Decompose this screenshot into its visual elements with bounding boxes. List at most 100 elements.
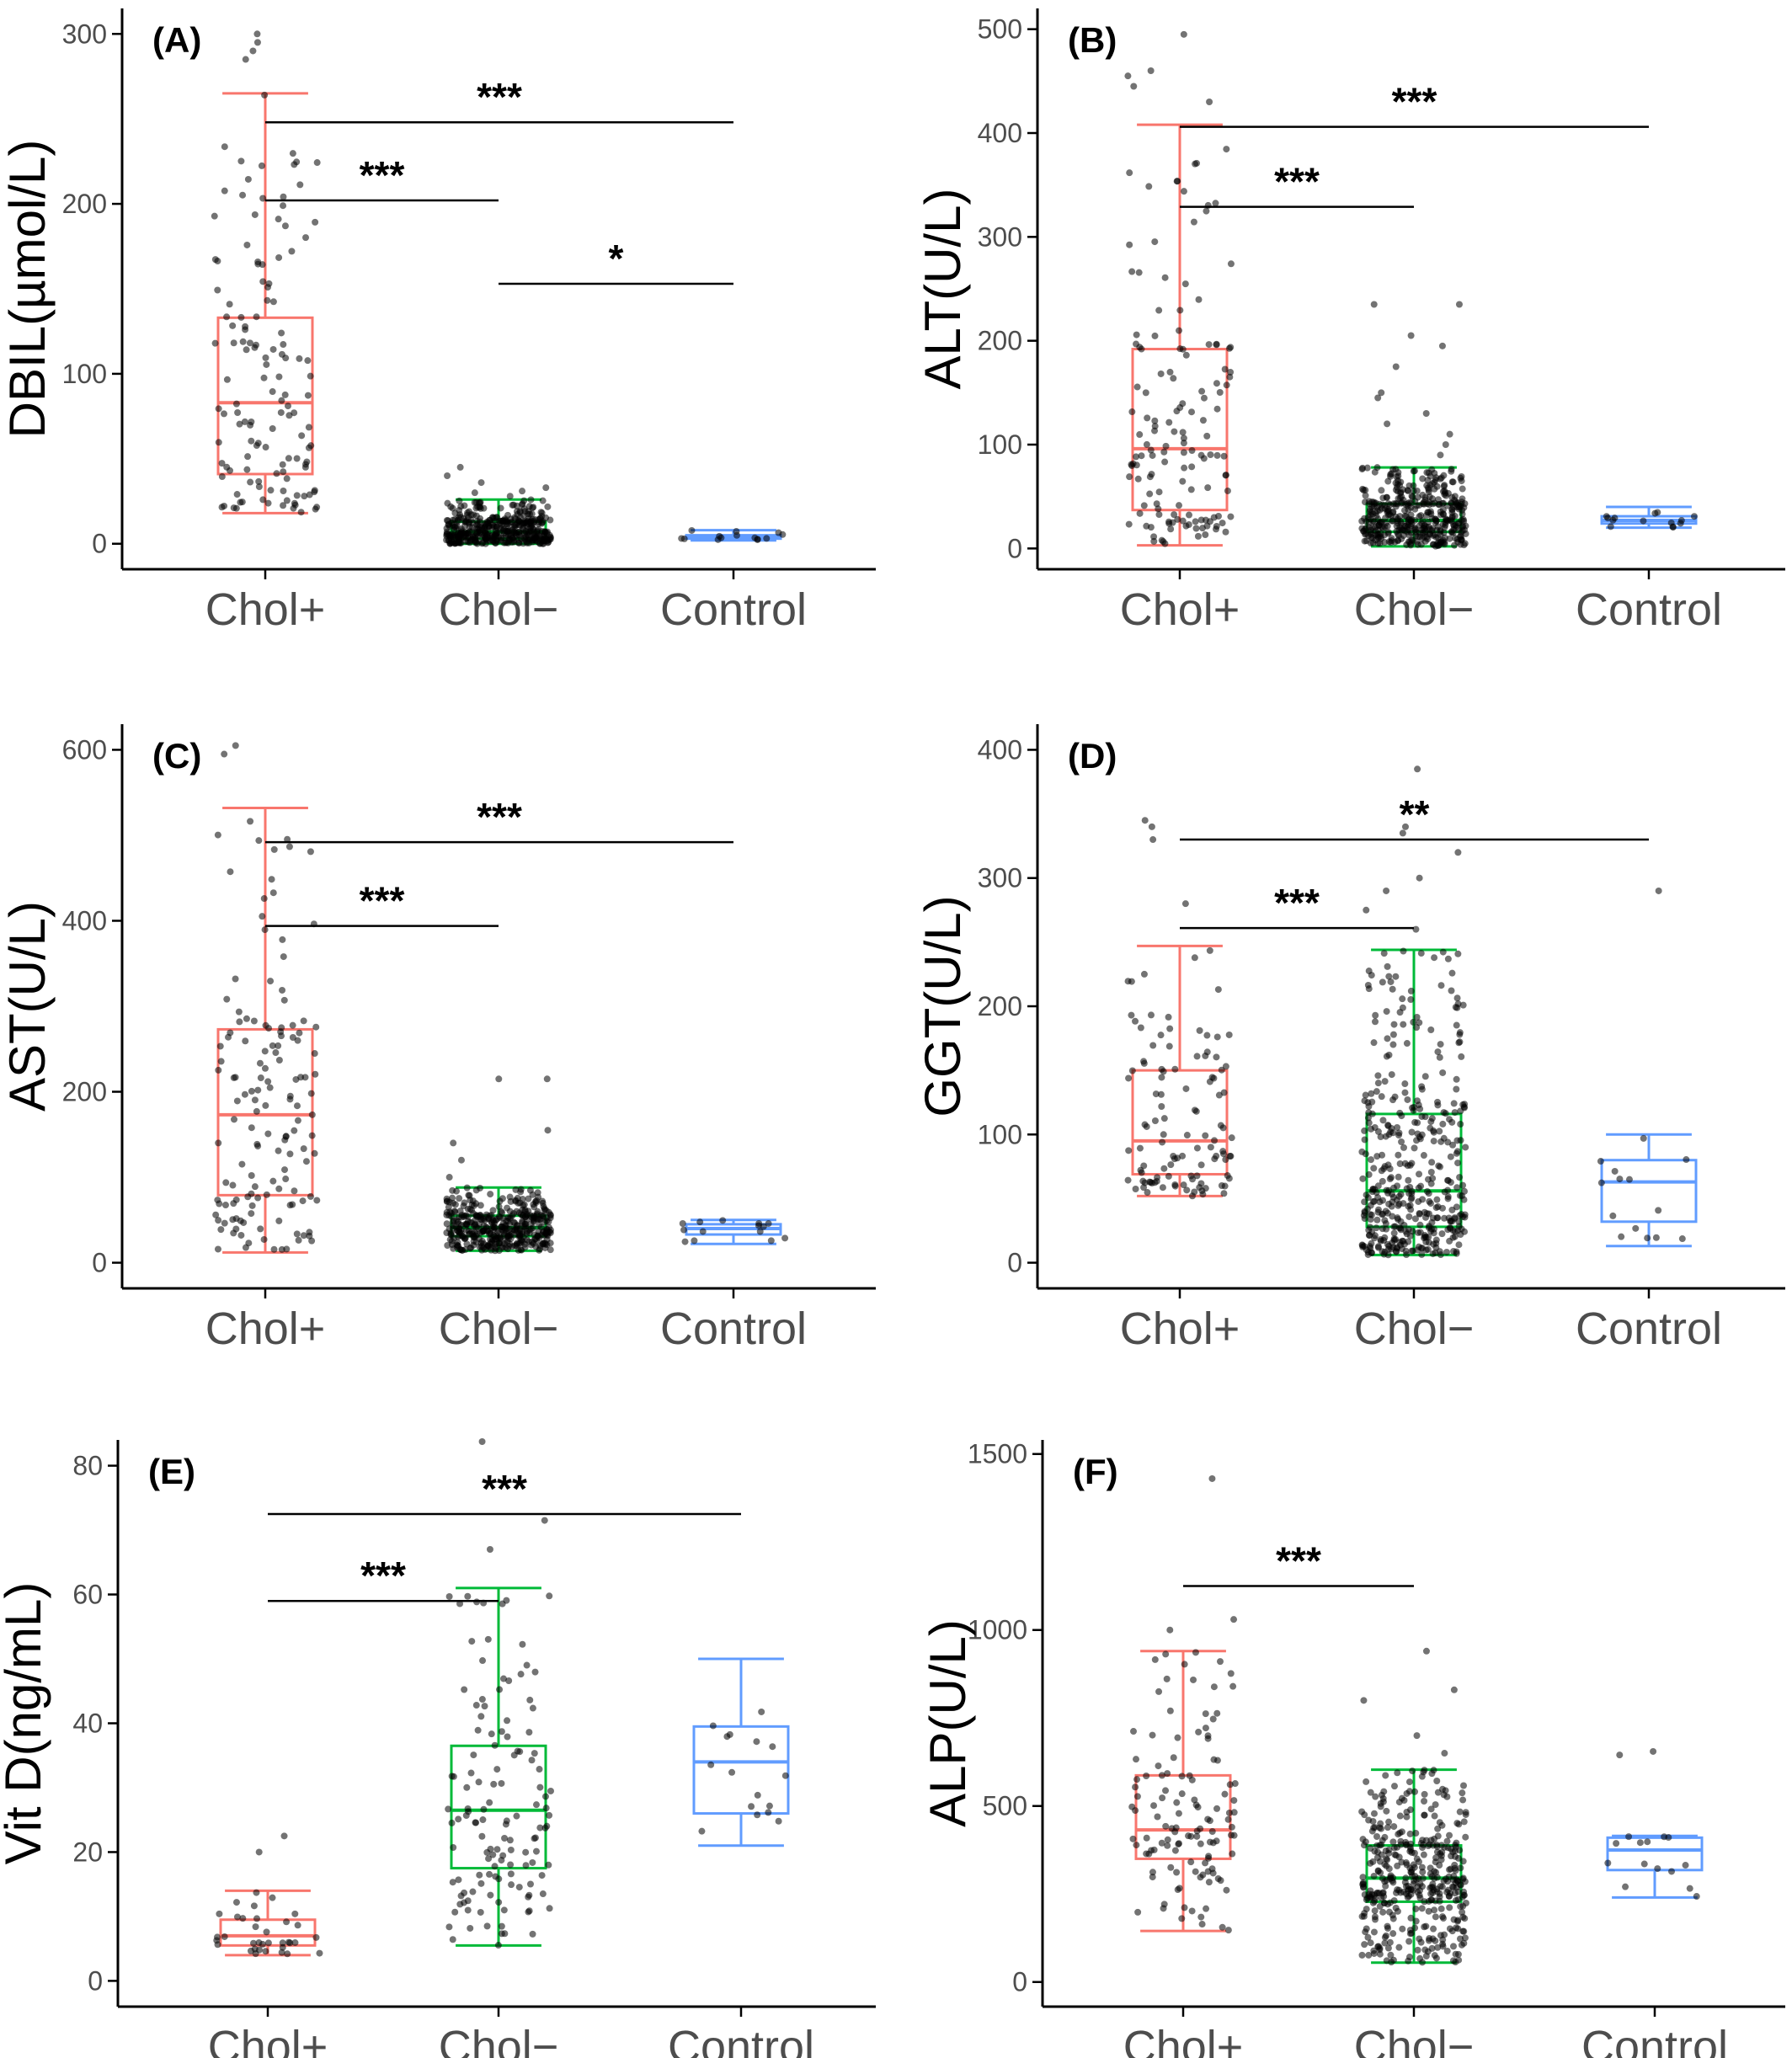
data-point	[1439, 1785, 1447, 1793]
data-point	[497, 504, 504, 512]
data-point	[1158, 1074, 1165, 1081]
data-point	[476, 523, 483, 530]
box-1	[445, 1438, 554, 1949]
data-point	[1363, 1778, 1370, 1785]
data-point	[1453, 1820, 1461, 1827]
data-point	[1406, 1927, 1414, 1934]
data-point	[1613, 1840, 1620, 1847]
data-point	[1165, 419, 1173, 426]
data-point	[1190, 218, 1197, 226]
data-point	[275, 253, 283, 261]
data-point	[1188, 447, 1196, 455]
data-point	[237, 313, 245, 321]
data-point	[1137, 1024, 1144, 1032]
data-point	[1160, 1115, 1168, 1122]
data-point	[1152, 1090, 1160, 1098]
data-point	[1183, 1132, 1191, 1139]
data-point	[1441, 1931, 1448, 1938]
data-point	[480, 504, 488, 512]
data-point	[516, 1199, 524, 1207]
data-point	[1422, 1213, 1430, 1221]
data-point	[1363, 1205, 1371, 1213]
iqr-box	[692, 1725, 790, 1815]
outlier-point	[1650, 1747, 1657, 1755]
data-point	[1371, 1907, 1379, 1915]
data-point	[300, 1017, 307, 1025]
data-point	[1181, 1904, 1188, 1911]
data-point	[304, 392, 312, 399]
data-point	[1228, 1134, 1235, 1142]
data-point	[1460, 1187, 1468, 1195]
y-tick-label: 80	[72, 1451, 103, 1481]
data-point	[534, 527, 541, 535]
data-point	[1135, 269, 1143, 276]
data-point	[1449, 1141, 1457, 1149]
data-point	[222, 1179, 230, 1186]
data-point	[477, 529, 484, 536]
data-point	[448, 1819, 456, 1826]
outlier-point	[486, 1546, 493, 1554]
data-point	[468, 1638, 476, 1645]
data-point	[1453, 994, 1461, 1002]
data-point	[1428, 1896, 1436, 1904]
data-point	[1138, 452, 1145, 460]
data-point	[1187, 1858, 1195, 1866]
data-point	[241, 418, 248, 425]
data-point	[1414, 1097, 1421, 1105]
outlier-point	[1438, 342, 1446, 349]
data-point	[477, 1240, 485, 1247]
data-point	[242, 323, 249, 330]
data-point	[293, 492, 301, 499]
data-point	[1174, 178, 1181, 185]
data-point	[463, 1783, 471, 1791]
data-point	[1359, 1874, 1367, 1881]
data-point	[215, 1066, 222, 1074]
data-point	[1457, 1864, 1464, 1872]
data-point	[1359, 1836, 1367, 1843]
data-point	[1362, 1091, 1369, 1099]
data-point	[1128, 1011, 1135, 1019]
data-point	[1448, 969, 1456, 977]
data-point	[450, 1773, 457, 1780]
data-point	[1171, 511, 1178, 519]
data-point	[1182, 1085, 1190, 1092]
data-point	[1203, 207, 1210, 215]
data-point	[1425, 1842, 1432, 1849]
data-point	[487, 1845, 494, 1853]
data-point	[1361, 1941, 1368, 1949]
data-point	[1199, 417, 1207, 424]
data-point	[464, 1592, 472, 1600]
data-point	[1146, 490, 1154, 498]
data-point	[280, 202, 287, 210]
data-point	[464, 509, 472, 516]
data-point	[1454, 1917, 1462, 1924]
data-point	[1151, 1117, 1159, 1124]
data-point	[1229, 1682, 1237, 1690]
data-point	[294, 1037, 301, 1044]
data-point	[259, 913, 266, 920]
data-point	[269, 1042, 276, 1049]
data-point	[1433, 1214, 1441, 1222]
data-point	[1459, 1796, 1467, 1804]
data-point	[464, 529, 472, 536]
data-point	[476, 1871, 483, 1879]
data-point	[1385, 1818, 1393, 1826]
data-point	[456, 1224, 463, 1232]
data-point	[1166, 368, 1174, 376]
data-point	[493, 1766, 501, 1773]
data-point	[523, 519, 531, 526]
data-point	[221, 1219, 228, 1227]
data-point	[1429, 500, 1437, 508]
data-point	[1384, 1122, 1392, 1129]
data-point	[1412, 1917, 1420, 1925]
data-point	[238, 1160, 246, 1168]
data-point	[261, 926, 269, 934]
outlier-point	[242, 56, 249, 63]
data-point	[467, 1245, 474, 1252]
outlier-point	[1230, 1616, 1238, 1623]
data-point	[1375, 1890, 1383, 1897]
outlier-point	[1454, 849, 1462, 856]
y-tick-label: 100	[978, 1119, 1022, 1149]
data-point	[1447, 1153, 1454, 1160]
data-point	[302, 1158, 310, 1165]
